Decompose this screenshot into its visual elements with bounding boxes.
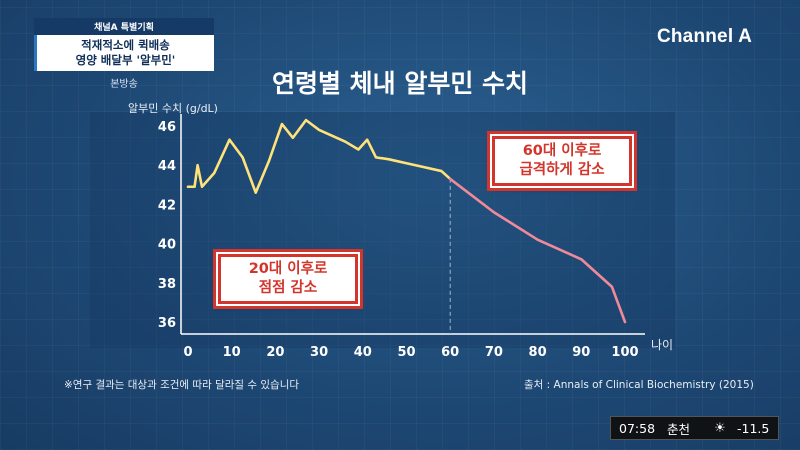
x-tick-label: 0	[183, 345, 192, 360]
x-tick-label: 30	[310, 345, 328, 360]
caption-sub: 본방송	[110, 79, 138, 90]
series-line-before-60	[186, 118, 452, 194]
x-tick-label: 70	[485, 345, 503, 360]
y-tick-label: 40	[158, 238, 176, 253]
y-tick-label: 42	[158, 198, 176, 213]
y-tick-label: 44	[158, 159, 176, 174]
weather-time: 07:58	[619, 420, 656, 436]
sun-icon: ☀	[714, 420, 726, 436]
weather-ticker: 07:58 춘천 ☀ -11.5	[610, 416, 779, 440]
program-caption: 채널A 특별기획 적재적소에 퀵배송 영양 배달부 '알부민' 본방송	[34, 18, 214, 90]
stamp-late-decline: 60대 이후로 급격하게 감소	[490, 134, 634, 188]
x-tick-label: 60	[441, 345, 459, 360]
caption-line-2: 영양 배달부 '알부민'	[75, 53, 176, 67]
caption-top: 채널A 특별기획	[34, 18, 214, 35]
x-tick-label: 100	[611, 345, 638, 360]
y-tick-label: 36	[158, 316, 176, 331]
stamp-early-line-1: 20대 이후로	[248, 261, 328, 277]
caption-main: 적재적소에 퀵배송 영양 배달부 '알부민'	[34, 35, 214, 71]
x-axis-label: 나이	[651, 338, 674, 352]
weather-temp: -11.5	[737, 420, 770, 436]
x-tick-label: 10	[223, 345, 241, 360]
stamp-early-decline: 20대 이후로 점점 감소	[216, 252, 360, 306]
x-tick-label: 90	[572, 345, 590, 360]
x-tick-label: 40	[354, 345, 372, 360]
x-tick-label: 50	[397, 345, 415, 360]
channel-logo: Channel A	[656, 26, 752, 47]
caption-line-1: 적재적소에 퀵배송	[81, 38, 170, 52]
stamp-late-line-1: 60대 이후로	[522, 143, 602, 159]
footnote: ※연구 결과는 대상과 조건에 따라 달라질 수 있습니다	[64, 379, 300, 391]
y-tick-label: 46	[158, 120, 176, 135]
series-line-after-60	[448, 177, 627, 324]
stamp-early-line-2: 점점 감소	[258, 280, 318, 296]
chart-title: 연령별 체내 알부민 수치	[271, 69, 529, 98]
x-tick-label: 20	[266, 345, 284, 360]
y-axis-label: 알부민 수치 (g/dL)	[128, 102, 218, 115]
y-tick-label: 38	[158, 277, 176, 292]
weather-city: 춘천	[667, 421, 691, 437]
stamp-late-line-2: 급격하게 감소	[519, 162, 605, 178]
x-tick-label: 80	[529, 345, 547, 360]
source-note: 출처 : Annals of Clinical Biochemistry (20…	[524, 379, 754, 391]
